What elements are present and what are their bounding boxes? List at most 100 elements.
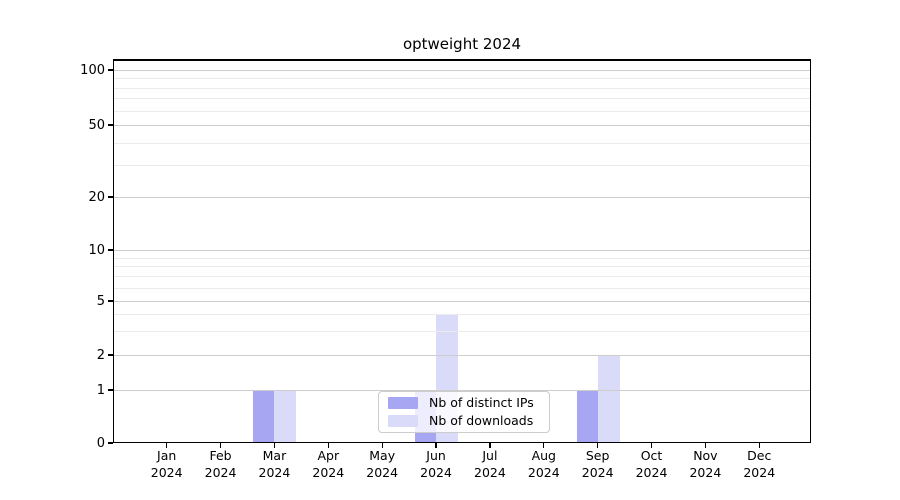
x-tick-month: Dec (747, 448, 772, 463)
y-tick-mark (108, 69, 113, 71)
y-gridline-minor (113, 257, 811, 259)
x-tick-month: Feb (209, 448, 232, 463)
x-tick-label: Jul 2024 (460, 448, 520, 481)
y-gridline-minor (113, 78, 811, 80)
y-tick-mark (108, 124, 113, 126)
y-gridline-minor (113, 266, 811, 268)
x-tick-month: Nov (693, 448, 718, 463)
y-gridline-minor (113, 276, 811, 278)
x-tick-month: Aug (531, 448, 556, 463)
legend-swatch-distinct-ips (388, 397, 418, 410)
legend: Nb of distinct IPs Nb of downloads (378, 391, 550, 433)
x-tick-mark (273, 443, 276, 448)
x-tick-mark (327, 443, 329, 448)
y-gridline-minor (113, 142, 811, 144)
x-tick-year: 2024 (689, 464, 722, 480)
y-gridline-minor (113, 98, 811, 100)
x-tick-label: Feb 2024 (191, 448, 251, 481)
y-tick-label: 100 (80, 62, 105, 78)
y-gridline-major (113, 301, 811, 302)
y-tick-mark (108, 249, 113, 251)
x-tick-year: 2024 (258, 464, 291, 480)
y-tick-mark (108, 300, 113, 302)
plot-spine-right (809, 59, 811, 443)
y-tick-mark (108, 354, 113, 356)
bar-downloads (597, 355, 620, 443)
y-tick-label: 20 (88, 189, 105, 205)
x-tick-year: 2024 (743, 464, 776, 480)
x-tick-month: Sep (585, 448, 610, 463)
x-tick-year: 2024 (366, 464, 399, 480)
y-tick-mark (108, 442, 113, 444)
y-tick-label: 2 (96, 347, 105, 363)
y-gridline-minor (113, 165, 811, 167)
x-tick-year: 2024 (635, 464, 668, 480)
y-tick-label: 0 (96, 435, 105, 451)
plot-area: 0 1 2 5 10 20 50 100 Jan 2024 Feb 2024 Mar 2024 Apr 202… (80, 59, 811, 480)
y-gridline-minor (113, 314, 811, 316)
x-tick-year: 2024 (527, 464, 560, 480)
legend-label-downloads: Nb of downloads (429, 412, 534, 428)
y-gridline-major (113, 250, 811, 251)
bar-distinct-ips (253, 390, 275, 443)
x-tick-label: Dec 2024 (729, 448, 789, 481)
x-tick-year: 2024 (150, 464, 183, 480)
x-tick-year: 2024 (204, 464, 237, 480)
y-tick-label: 5 (96, 293, 105, 309)
x-tick-label: Jun 2024 (406, 448, 466, 481)
x-tick-label: Nov 2024 (675, 448, 735, 481)
x-tick-label: May 2024 (352, 448, 412, 481)
plot-spine-left (113, 59, 115, 443)
x-tick-mark (435, 443, 437, 448)
y-gridline-minor (113, 287, 811, 289)
x-tick-mark (166, 443, 168, 448)
plot-spine-bottom (113, 441, 811, 444)
y-gridline-major (113, 197, 811, 198)
bar-downloads (274, 390, 297, 443)
legend-item-downloads: Nb of downloads (388, 412, 540, 428)
chart-title: optweight 2024 (402, 35, 522, 53)
x-tick-mark (704, 443, 707, 448)
y-tick-label: 10 (88, 242, 105, 258)
y-tick-label: 50 (88, 117, 105, 133)
y-tick-mark (108, 389, 113, 391)
legend-item-distinct-ips: Nb of distinct IPs (388, 395, 540, 410)
x-tick-month: Jan (157, 448, 177, 463)
x-tick-mark (219, 443, 222, 448)
bar-distinct-ips (576, 390, 598, 443)
x-tick-month: May (369, 448, 396, 463)
x-tick-mark (543, 443, 545, 448)
x-tick-mark (489, 443, 491, 448)
x-tick-label: Aug 2024 (514, 448, 574, 481)
x-tick-year: 2024 (474, 464, 506, 480)
x-tick-label: Sep 2024 (568, 448, 628, 481)
x-tick-year: 2024 (312, 464, 345, 480)
x-tick-month: Oct (640, 448, 663, 463)
legend-label-distinct-ips: Nb of distinct IPs (429, 395, 534, 410)
y-tick-mark (108, 196, 113, 198)
x-tick-month: Jul (482, 448, 498, 463)
x-tick-mark (758, 443, 760, 448)
plot-spine-top (113, 59, 811, 61)
x-tick-mark (381, 443, 383, 448)
y-tick-label: 1 (96, 382, 105, 398)
x-tick-label: Mar 2024 (244, 448, 304, 481)
x-tick-label: Oct 2024 (622, 448, 682, 481)
x-tick-label: Jan 2024 (137, 448, 197, 481)
x-tick-year: 2024 (581, 464, 614, 480)
x-tick-month: Mar (262, 448, 287, 463)
legend-swatch-downloads (388, 414, 418, 427)
x-tick-label: Apr 2024 (298, 448, 358, 481)
x-tick-month: Jun (426, 448, 446, 463)
y-gridline-major (113, 355, 811, 356)
x-tick-mark (650, 443, 653, 448)
x-tick-month: Apr (317, 448, 340, 463)
y-gridline-minor (113, 110, 811, 112)
x-tick-year: 2024 (420, 464, 452, 480)
y-gridline-major (113, 70, 811, 71)
x-tick-mark (597, 443, 599, 448)
y-gridline-minor (113, 87, 811, 89)
y-gridline-minor (113, 331, 811, 333)
y-gridline-major (113, 125, 811, 126)
